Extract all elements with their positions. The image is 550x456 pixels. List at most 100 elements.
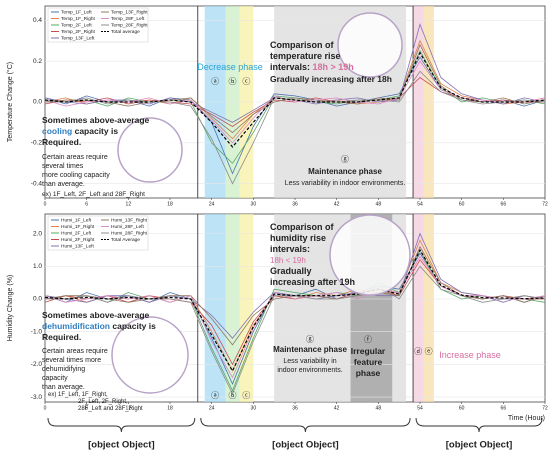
x-tick-label: 18 xyxy=(167,201,173,207)
annotation: ex) 1F_Left, 1F_Right, xyxy=(48,392,108,398)
annotation: phase xyxy=(356,368,381,378)
annotation: Sometimes above-average xyxy=(42,115,150,125)
annotation-part: feature xyxy=(354,357,383,367)
section-label: [object Object] xyxy=(446,440,513,451)
annotation-part: increasing after 19h xyxy=(270,277,355,287)
annotation-part: Sometimes above-average xyxy=(42,310,150,320)
annotation-part: 2F_Left, 2F_Right, xyxy=(78,399,128,405)
annotation: Comparison of xyxy=(270,222,335,232)
annotation-part: 18h < 19h xyxy=(270,256,306,265)
x-tick-label: 18 xyxy=(167,405,173,411)
annotation: ⓖ xyxy=(341,155,349,164)
section-bracket xyxy=(415,417,543,433)
annotation: Comparison of xyxy=(270,40,335,50)
x-tick-label: 60 xyxy=(459,405,465,411)
legend: Temp_1F_LeftTemp_1F_RightTemp_2F_LeftTem… xyxy=(47,7,149,43)
x-tick-label: 30 xyxy=(251,201,257,207)
section-label: [object Object] xyxy=(88,440,155,451)
annotation: Certain areas require xyxy=(42,348,108,355)
x-tick-label: 24 xyxy=(209,201,215,207)
x-tick-label: 36 xyxy=(292,201,298,207)
annotation-part: several times xyxy=(42,163,84,170)
annotation-part: ⓖ xyxy=(306,335,314,344)
annotation-part: Required. xyxy=(42,332,81,342)
annotation-part: Certain areas require xyxy=(42,154,108,161)
annotation: Less variability in indoor environments. xyxy=(285,180,406,187)
zoom-inset xyxy=(337,12,403,78)
annotation-part: intervals: xyxy=(270,244,310,254)
x-tick-label: 36 xyxy=(292,405,298,411)
x-tick-label: 66 xyxy=(501,405,507,411)
annotation-part: cooling xyxy=(42,126,72,136)
x-tick-label: 54 xyxy=(417,201,423,207)
x-axis-label: Time (Hour) xyxy=(508,415,545,422)
legend-label: Total Average xyxy=(111,237,140,243)
x-tick-label: 48 xyxy=(376,201,382,207)
annotation: ex) 1F_Left, 2F_Left and 28F_Right xyxy=(42,191,145,198)
legend-label: Temp_13F_Left xyxy=(61,35,95,41)
legend-label: Humi_1F_Right xyxy=(61,224,95,230)
annotation-part: intervals: xyxy=(270,62,313,72)
series-line xyxy=(44,249,546,392)
annotation: Maintenance phase xyxy=(308,167,382,176)
x-tick-label: 72 xyxy=(542,201,548,207)
annotation: several times xyxy=(42,163,84,170)
span-label: ⓒ xyxy=(242,77,250,86)
annotation-part: Comparison of xyxy=(270,222,335,232)
annotation: indoor environments. xyxy=(277,367,342,374)
y-tick-label: -0.4 xyxy=(31,180,43,187)
annotation: Certain areas require xyxy=(42,154,108,161)
annotation: Gradually increasing after 18h xyxy=(270,74,392,84)
annotation: Required. xyxy=(42,332,81,342)
annotation: several times more xyxy=(42,357,101,364)
phase-span xyxy=(413,214,424,402)
annotation: 18h < 19h xyxy=(270,256,306,265)
span-label: ⓐ xyxy=(211,77,219,86)
annotation-part: capacity is xyxy=(110,321,156,331)
x-tick-label: 12 xyxy=(126,405,132,411)
annotation-part: Gradually increasing after 18h xyxy=(270,74,392,84)
annotation-part: several times more xyxy=(42,357,101,364)
annotation-part: Irregular xyxy=(351,346,386,356)
zoom-inset xyxy=(329,214,411,296)
x-tick-label: 60 xyxy=(459,201,465,207)
annotation-part: indoor environments. xyxy=(277,367,342,374)
x-tick-label: 72 xyxy=(542,405,548,411)
annotation: temperature rise xyxy=(270,51,341,61)
annotation: than average. xyxy=(42,181,85,188)
x-tick-label: 48 xyxy=(376,405,382,411)
annotation-part: 18h > 19h xyxy=(313,62,354,72)
x-tick-label: 54 xyxy=(417,405,423,411)
annotation-part: Less variability in xyxy=(283,358,336,365)
annotation-part: Maintenance phase xyxy=(308,167,382,176)
legend-label: Temp_28F_Left xyxy=(111,16,145,22)
annotation-part: Gradually xyxy=(270,266,312,276)
series-line xyxy=(44,248,546,373)
annotation: 28F_Left and 28F_Right xyxy=(78,406,143,412)
annotation: intervals: 18h > 19h xyxy=(270,62,354,72)
y-tick-label: -2.0 xyxy=(31,361,43,368)
annotation-part: than average. xyxy=(42,384,85,391)
x-tick-label: 6 xyxy=(85,201,88,207)
legend-label: Humi_13F_Right xyxy=(111,217,148,223)
zoom-inset xyxy=(111,316,189,394)
section-bracket xyxy=(47,417,196,433)
annotation-part: 28F_Left and 28F_Right xyxy=(78,406,143,412)
annotation-part: phase xyxy=(356,368,381,378)
legend-label: Humi_28F_Right xyxy=(111,230,148,236)
y-tick-label: 0.0 xyxy=(33,99,42,106)
annotation-part: more cooling capacity xyxy=(42,172,110,179)
y-tick-label: 0.2 xyxy=(33,58,42,65)
chart: -0.4 -0.2 0.0 0.2 0.4 0 6 12 18 24 30 36 42 48 54 60 66 7… xyxy=(6,5,548,207)
legend: Humi_1F_LeftHumi_1F_RightHumi_2F_LeftHum… xyxy=(47,215,149,251)
y-axis-label: Humidity Change (%) xyxy=(7,275,14,342)
chart: -3.0 -2.0 -1.0 0.0 1.0 2.0 0 6 12 18 24 30 36 42 48 54 6… xyxy=(7,213,548,422)
span-label: ⓓ xyxy=(414,347,422,356)
x-tick-label: 12 xyxy=(126,201,132,207)
span-label: ⓔ xyxy=(425,347,433,356)
annotation-part: than average. xyxy=(42,181,85,188)
phase-span xyxy=(225,214,240,402)
annotation: Less variability in xyxy=(283,358,336,365)
annotation: 2F_Left, 2F_Right, xyxy=(78,399,128,405)
